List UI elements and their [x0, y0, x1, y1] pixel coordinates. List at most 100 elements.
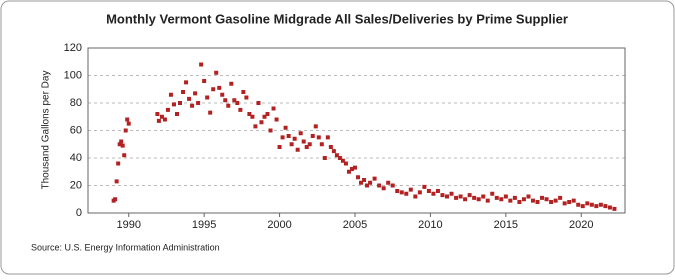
point [211, 87, 216, 92]
point [295, 147, 300, 152]
point [196, 101, 201, 105]
point [155, 112, 160, 116]
point [435, 189, 440, 193]
point [567, 200, 572, 204]
point [292, 136, 297, 141]
point [235, 101, 240, 105]
point [562, 201, 567, 206]
point [310, 134, 315, 138]
point [359, 180, 364, 185]
point [168, 92, 173, 97]
point [117, 142, 122, 147]
point [202, 79, 207, 83]
chart-title: Monthly Vermont Gasoline Midgrade All Sa… [106, 11, 568, 26]
point [286, 134, 291, 138]
point [187, 96, 192, 101]
point [337, 156, 342, 160]
point [340, 158, 345, 163]
point [476, 197, 481, 202]
point [540, 195, 545, 200]
point [253, 124, 258, 129]
point [265, 112, 270, 116]
point [372, 176, 377, 181]
point [603, 204, 608, 209]
point [612, 206, 617, 211]
point [156, 118, 161, 123]
point [217, 85, 222, 90]
point [271, 106, 276, 111]
point [328, 145, 333, 149]
point [125, 117, 130, 122]
point [159, 114, 164, 119]
point [238, 107, 243, 112]
point [580, 204, 585, 209]
point [408, 187, 413, 192]
y-tick-label: 20 [70, 179, 82, 191]
point [122, 153, 127, 158]
point [259, 120, 264, 125]
point [277, 145, 282, 149]
x-tick-label: 1995 [192, 219, 216, 231]
point [116, 161, 121, 166]
point [386, 180, 391, 185]
point [316, 135, 321, 140]
point [368, 180, 373, 185]
point [304, 145, 309, 149]
point [576, 202, 581, 207]
point [199, 62, 204, 67]
point [280, 135, 285, 140]
point [426, 189, 431, 193]
point [190, 103, 195, 108]
point [390, 183, 395, 188]
point [226, 103, 231, 108]
point [558, 195, 563, 200]
point [494, 195, 499, 200]
point [585, 201, 590, 206]
point [268, 128, 273, 133]
point [454, 195, 459, 200]
point [244, 95, 249, 100]
point [313, 124, 318, 129]
point [413, 194, 418, 199]
point [193, 91, 198, 96]
point [126, 121, 131, 126]
point [178, 101, 183, 105]
point [381, 186, 386, 191]
point [343, 161, 348, 166]
point [352, 165, 357, 170]
point [472, 195, 477, 200]
point [490, 191, 495, 196]
point [307, 142, 312, 147]
y-axis-label: Thousand Gallons per Day [41, 71, 52, 190]
point [571, 198, 576, 203]
point [223, 98, 228, 103]
point [458, 194, 463, 199]
point [417, 190, 422, 195]
point [544, 197, 549, 202]
point [162, 117, 167, 122]
x-tick-label: 2010 [418, 219, 442, 231]
point [422, 184, 427, 189]
point [113, 197, 118, 202]
point [346, 169, 351, 174]
point [205, 95, 210, 100]
point [232, 98, 237, 103]
point [549, 200, 554, 204]
point [256, 101, 261, 105]
point [325, 135, 330, 140]
point [289, 142, 294, 147]
point [431, 191, 436, 196]
point [301, 139, 306, 144]
point [247, 112, 252, 116]
point [171, 102, 176, 107]
point [404, 191, 409, 196]
x-tick-label: 2015 [494, 219, 518, 231]
point [535, 200, 540, 204]
point [184, 80, 189, 85]
y-tick-label: 40 [70, 152, 82, 164]
point [331, 149, 336, 154]
point [322, 156, 327, 160]
y-tick-label: 0 [76, 207, 82, 219]
point [349, 167, 354, 171]
